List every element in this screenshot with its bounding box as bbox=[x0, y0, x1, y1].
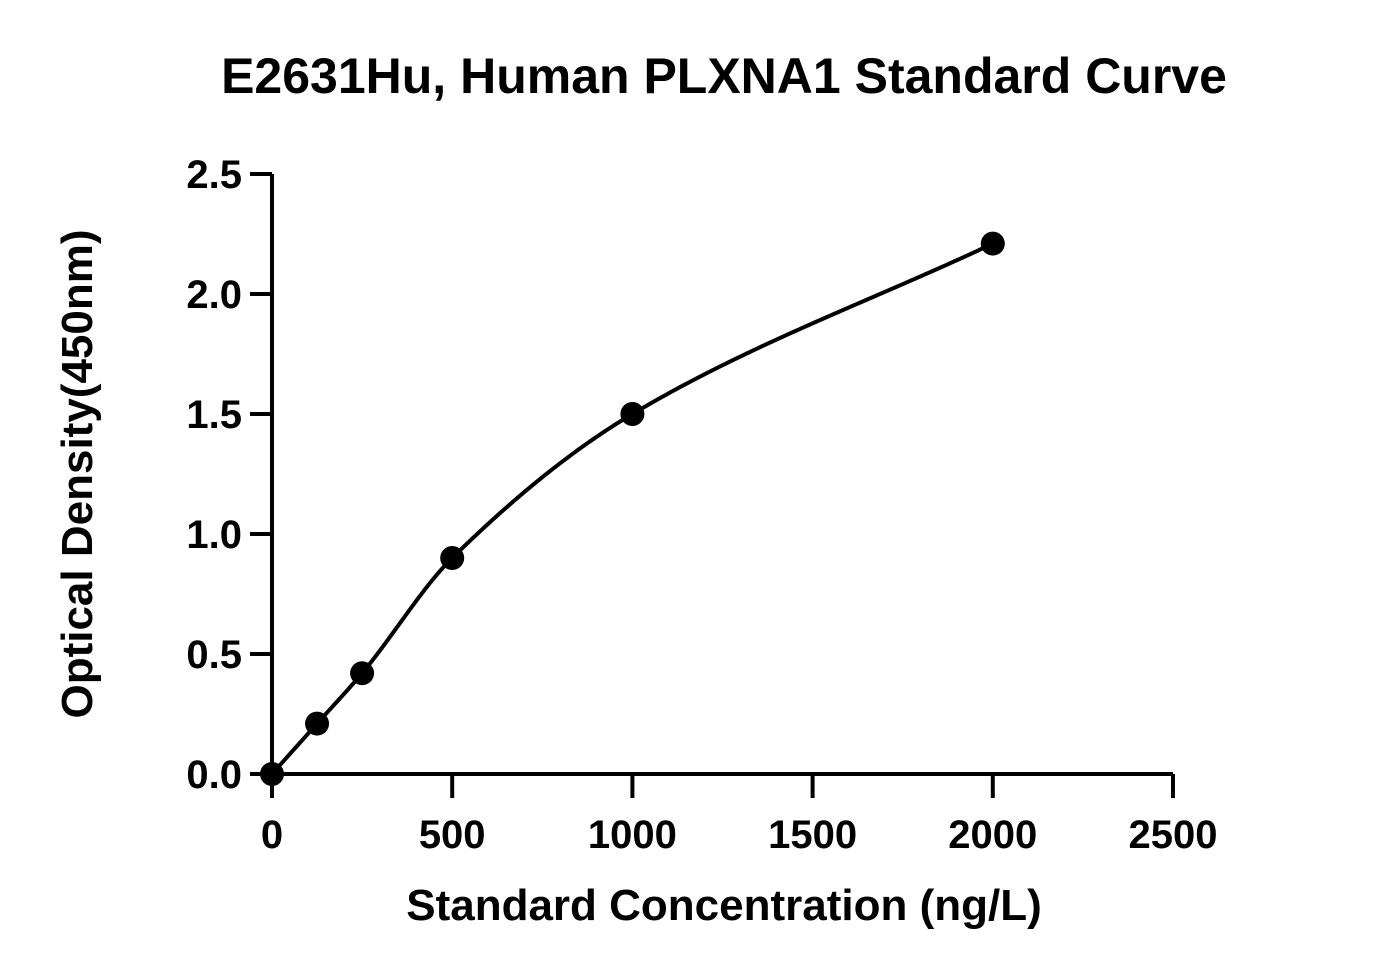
fit-curve-group bbox=[270, 241, 994, 776]
y-tick-label: 2.5 bbox=[186, 153, 242, 197]
y-tick-label: 1.0 bbox=[186, 513, 242, 557]
fit-curve-line bbox=[270, 241, 994, 776]
data-point bbox=[260, 762, 284, 786]
y-tick-label: 2.0 bbox=[186, 273, 242, 317]
data-point bbox=[440, 546, 465, 570]
x-tick-label: 500 bbox=[419, 813, 486, 857]
data-points-group bbox=[260, 231, 1005, 786]
y-tick-label: 0.5 bbox=[186, 633, 242, 677]
data-point bbox=[620, 402, 645, 426]
x-tick-label: 2500 bbox=[1129, 813, 1218, 857]
data-point bbox=[980, 231, 1005, 256]
data-point bbox=[350, 661, 375, 686]
x-tick-label: 1500 bbox=[768, 813, 857, 857]
x-tick-label: 1000 bbox=[588, 813, 677, 857]
y-tick-label: 1.5 bbox=[186, 393, 242, 437]
y-tick-label: 0.0 bbox=[186, 753, 242, 797]
chart-title: E2631Hu, Human PLXNA1 Standard Curve bbox=[221, 48, 1227, 104]
y-axis-label: Optical Density(450nm) bbox=[53, 229, 102, 718]
x-tick-label: 0 bbox=[261, 813, 283, 857]
x-axis-label: Standard Concentration (ng/L) bbox=[406, 881, 1042, 930]
x-tick-label: 2000 bbox=[948, 813, 1037, 857]
data-point bbox=[305, 711, 330, 736]
axes-group bbox=[270, 174, 1173, 776]
ticks-group: 0.0 0.5 1.0 1.5 2.0 2.5 0 500 1000 1500 2000 2500 bbox=[186, 153, 1217, 857]
